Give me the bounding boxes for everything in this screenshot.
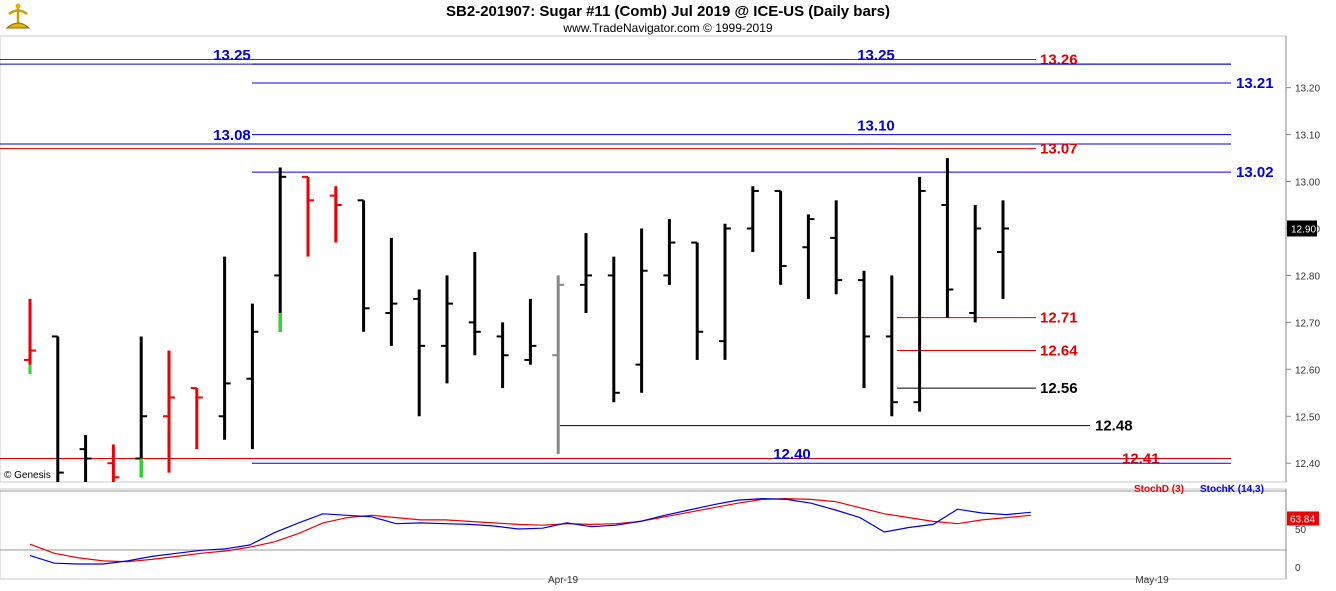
ohlc-bar[interactable]	[635, 228, 648, 393]
ohlc-bar[interactable]	[385, 237, 398, 346]
level-label: 13.26	[1040, 51, 1078, 68]
stoch-d-line	[29, 497, 1031, 563]
level-label: 12.71	[1040, 310, 1078, 327]
stoch-last-box	[1287, 511, 1319, 526]
ohlc-bar[interactable]	[496, 322, 509, 389]
ohlc-bar[interactable]	[997, 200, 1009, 299]
price-axis-label: 12.80	[1295, 271, 1320, 282]
price-axis-label: 12.50	[1295, 412, 1320, 423]
stoch-axis-label: 0	[1295, 563, 1301, 574]
ohlc-bar[interactable]	[802, 214, 815, 299]
level-label: 12.56	[1040, 380, 1078, 397]
stoch-k-line	[29, 497, 1031, 565]
ohlc-bar[interactable]	[691, 241, 704, 360]
level-label: 12.48	[1095, 418, 1133, 435]
ohlc-bar[interactable]	[719, 223, 731, 360]
level-label: 13.08	[213, 127, 251, 144]
level-label: 13.21	[1236, 75, 1274, 92]
ohlc-bar[interactable]	[357, 199, 370, 332]
ohlc-bar[interactable]	[218, 256, 231, 440]
ohlc-bar[interactable]	[163, 350, 175, 473]
ohlc-bar[interactable]	[79, 435, 92, 482]
price-axis-label: 13.10	[1295, 131, 1320, 142]
ohlc-bar[interactable]	[302, 175, 314, 257]
ohlc-bar[interactable]	[468, 251, 481, 356]
ohlc-bar[interactable]	[413, 289, 426, 417]
stoch-last-label: 63.84	[1290, 514, 1315, 525]
chart-header: SB2-201907: Sugar #11 (Comb) Jul 2019 @ …	[0, 0, 1336, 36]
ohlc-bar[interactable]	[246, 303, 259, 450]
ohlc-bar[interactable]	[969, 205, 982, 323]
ohlc-bar[interactable]	[858, 270, 870, 389]
ohlc-bar[interactable]	[885, 275, 898, 417]
ohlc-bar[interactable]	[830, 200, 843, 295]
ohlc-bar[interactable]	[135, 336, 148, 478]
chart-subtitle: www.TradeNavigator.com © 1999-2019	[563, 21, 773, 35]
ohlc-bar[interactable]	[552, 275, 565, 454]
ohlc-bar[interactable]	[746, 186, 759, 252]
x-axis-label: Apr-19	[548, 575, 578, 586]
price-axis-label: 12.70	[1295, 318, 1320, 329]
ohlc-bar[interactable]	[190, 387, 203, 450]
stochastic-pane-frame	[0, 488, 1287, 580]
level-label: 13.25	[857, 47, 895, 64]
ohlc-bar[interactable]	[913, 176, 926, 412]
ohlc-bar[interactable]	[274, 167, 287, 332]
last-price-label: 12.90	[1291, 224, 1316, 235]
level-label: 13.25	[213, 47, 251, 64]
legend-stoch-k: StochK (14,3)	[1200, 484, 1264, 495]
ohlc-bar[interactable]	[24, 298, 36, 375]
ohlc-bar[interactable]	[329, 186, 342, 243]
watermark: © Genesis	[4, 470, 51, 481]
price-axis-label: 13.00	[1295, 178, 1320, 189]
stoch-axis-label: 50	[1295, 525, 1307, 536]
level-label: 12.40	[773, 446, 811, 463]
stochastic-pane[interactable]: StochD (3) StochK (14,3) 50 0 63.84	[0, 484, 1319, 580]
ohlc-bar[interactable]	[663, 219, 676, 285]
ohlc-bar[interactable]	[107, 444, 120, 482]
legend-stoch-d: StochD (3)	[1134, 484, 1184, 495]
x-axis-label: May-19	[1135, 575, 1169, 586]
level-label: 13.10	[857, 118, 895, 135]
price-axis-label: 13.20	[1295, 84, 1320, 95]
ohlc-bar[interactable]	[51, 335, 64, 482]
level-label: 13.02	[1236, 164, 1274, 181]
ohlc-bar[interactable]	[941, 158, 954, 318]
price-axis-label: 12.60	[1295, 365, 1320, 376]
ohlc-bar[interactable]	[580, 233, 592, 313]
price-axis-label: 12.40	[1295, 459, 1320, 470]
app-logo-icon[interactable]	[4, 2, 32, 37]
chart-title: SB2-201907: Sugar #11 (Comb) Jul 2019 @ …	[446, 3, 890, 20]
ohlc-bar[interactable]	[441, 275, 453, 384]
ohlc-bar[interactable]	[774, 189, 787, 285]
ohlc-bar[interactable]	[607, 256, 620, 403]
price-pane[interactable]: 13.26 13.25 13.25 13.21 13.10 13.08 13.07 13.02…	[0, 35, 1320, 483]
level-label: 12.41	[1122, 451, 1160, 468]
last-price-box	[1287, 220, 1317, 237]
level-label: 12.64	[1040, 343, 1078, 360]
level-label: 13.07	[1040, 141, 1078, 158]
ohlc-bar[interactable]	[524, 298, 537, 365]
